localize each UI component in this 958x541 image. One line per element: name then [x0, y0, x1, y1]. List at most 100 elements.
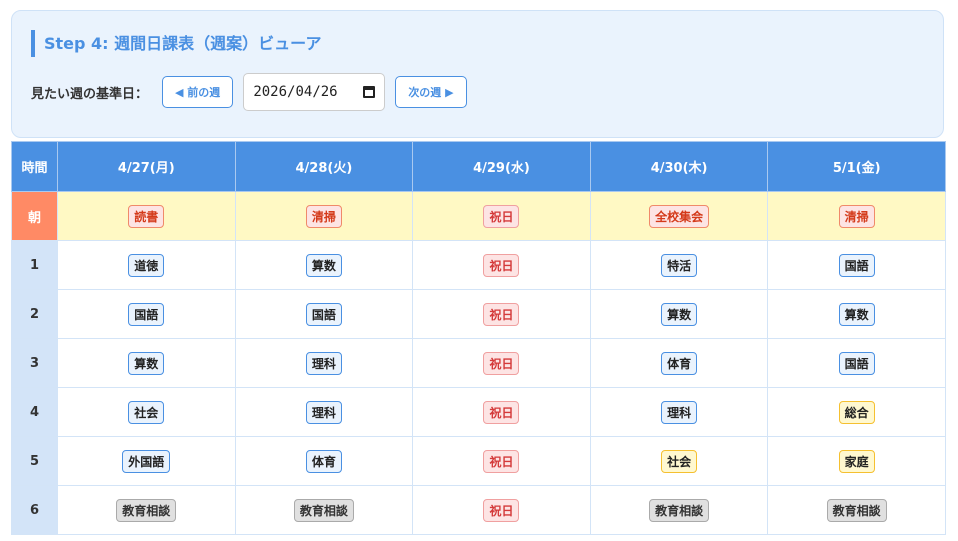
prev-week-button[interactable]: ◀ 前の週 — [162, 76, 234, 108]
subject-tag[interactable]: 祝日 — [483, 449, 520, 473]
weekly-timetable: 時間 4/27(月) 4/28(火) 4/29(水) 4/30(木) 5/1(金) 朝 読… — [11, 141, 946, 535]
subject-tag[interactable]: 国語 — [128, 302, 165, 326]
subject-tag[interactable]: 祝日 — [483, 253, 520, 277]
timetable-cell: 教育相談 — [234, 485, 414, 535]
day-header: 4/30(木) — [589, 141, 769, 192]
subject-tag[interactable]: 外国語 — [122, 449, 171, 473]
timetable-cell: 総合 — [767, 387, 946, 437]
subject-tag[interactable]: 教育相談 — [826, 498, 887, 522]
period-label: 1 — [11, 240, 58, 290]
subject-tag[interactable]: 祝日 — [483, 302, 520, 326]
table-row: 5 外国語 体育 祝日 社会 家庭 — [11, 436, 946, 486]
subject-tag[interactable]: 道徳 — [128, 253, 165, 277]
period-label: 2 — [11, 289, 58, 339]
timetable-cell: 国語 — [234, 289, 414, 339]
table-row: 2 国語 国語 祝日 算数 算数 — [11, 289, 946, 339]
period-label: 朝 — [11, 191, 58, 241]
subject-tag[interactable]: 国語 — [838, 351, 875, 375]
subject-tag[interactable]: 読書 — [128, 204, 165, 228]
subject-tag[interactable]: 清掃 — [838, 204, 875, 228]
timetable-cell: 社会 — [589, 436, 769, 486]
subject-tag[interactable]: 理科 — [305, 351, 342, 375]
period-label: 5 — [11, 436, 58, 486]
subject-tag[interactable]: 祝日 — [483, 351, 520, 375]
timetable-cell: 算数 — [767, 289, 946, 339]
timetable-cell: 祝日 — [412, 338, 591, 388]
subject-tag[interactable]: 算数 — [128, 351, 165, 375]
timetable-cell: 体育 — [589, 338, 769, 388]
table-row: 1 道徳 算数 祝日 特活 国語 — [11, 240, 946, 290]
control-panel: Step 4: 週間日課表（週案）ビューア 見たい週の基準日： ◀ 前の週 20… — [11, 10, 944, 138]
subject-tag[interactable]: 清掃 — [305, 204, 342, 228]
date-label: 見たい週の基準日： — [31, 86, 149, 102]
timetable-cell: 算数 — [589, 289, 769, 339]
timetable-cell: 理科 — [234, 338, 414, 388]
timetable-cell: 算数 — [57, 338, 236, 388]
day-header: 4/29(水) — [412, 141, 591, 192]
timetable-cell: 国語 — [767, 338, 946, 388]
table-row: 3 算数 理科 祝日 体育 国語 — [11, 338, 946, 388]
subject-tag[interactable]: 社会 — [661, 449, 698, 473]
subject-tag[interactable]: 祝日 — [483, 498, 520, 522]
timetable-cell: 祝日 — [412, 387, 591, 437]
timetable-cell: 祝日 — [412, 289, 591, 339]
subject-tag[interactable]: 祝日 — [483, 400, 520, 424]
timetable-cell: 祝日 — [412, 485, 591, 535]
subject-tag[interactable]: 体育 — [661, 351, 698, 375]
timetable-cell: 特活 — [589, 240, 769, 290]
timetable-cell: 教育相談 — [57, 485, 236, 535]
timetable-cell: 祝日 — [412, 191, 591, 241]
timetable-cell: 祝日 — [412, 436, 591, 486]
subject-tag[interactable]: 理科 — [661, 400, 698, 424]
day-header: 4/28(火) — [234, 141, 414, 192]
timetable-cell: 体育 — [234, 436, 414, 486]
subject-tag[interactable]: 算数 — [838, 302, 875, 326]
subject-tag[interactable]: 国語 — [305, 302, 342, 326]
timetable-cell: 外国語 — [57, 436, 236, 486]
subject-tag[interactable]: 家庭 — [838, 449, 875, 473]
timetable-cell: 全校集会 — [589, 191, 769, 241]
page-title: Step 4: 週間日課表（週案）ビューア — [31, 30, 322, 57]
timetable-cell: 道徳 — [57, 240, 236, 290]
timetable-cell: 教育相談 — [589, 485, 769, 535]
table-row: 4 社会 理科 祝日 理科 総合 — [11, 387, 946, 437]
date-input[interactable]: 2026/04/26 — [243, 73, 386, 111]
timetable-cell: 教育相談 — [767, 485, 946, 535]
table-row: 朝 読書 清掃 祝日 全校集会 清掃 — [11, 191, 946, 241]
subject-tag[interactable]: 国語 — [838, 253, 875, 277]
subject-tag[interactable]: 総合 — [838, 400, 875, 424]
timetable-cell: 読書 — [57, 191, 236, 241]
calendar-icon[interactable] — [363, 86, 376, 98]
timetable-cell: 社会 — [57, 387, 236, 437]
timetable-cell: 清掃 — [767, 191, 946, 241]
timetable-cell: 国語 — [767, 240, 946, 290]
time-header: 時間 — [11, 141, 58, 192]
timetable-cell: 清掃 — [234, 191, 414, 241]
timetable-cell: 祝日 — [412, 240, 591, 290]
timetable-cell: 理科 — [234, 387, 414, 437]
date-value: 2026/04/26 — [253, 84, 338, 100]
timetable-cell: 理科 — [589, 387, 769, 437]
table-row: 6 教育相談 教育相談 祝日 教育相談 教育相談 — [11, 485, 946, 535]
subject-tag[interactable]: 算数 — [305, 253, 342, 277]
timetable-cell: 算数 — [234, 240, 414, 290]
timetable-cell: 国語 — [57, 289, 236, 339]
subject-tag[interactable]: 教育相談 — [649, 498, 710, 522]
subject-tag[interactable]: 特活 — [661, 253, 698, 277]
day-header: 5/1(金) — [767, 141, 946, 192]
subject-tag[interactable]: 教育相談 — [293, 498, 354, 522]
subject-tag[interactable]: 体育 — [305, 449, 342, 473]
subject-tag[interactable]: 教育相談 — [116, 498, 177, 522]
timetable-cell: 家庭 — [767, 436, 946, 486]
next-week-button[interactable]: 次の週 ▶ — [395, 76, 467, 108]
period-label: 6 — [11, 485, 58, 535]
week-controls: 見たい週の基準日： ◀ 前の週 2026/04/26 次の週 ▶ — [31, 73, 467, 111]
subject-tag[interactable]: 理科 — [305, 400, 342, 424]
period-label: 3 — [11, 338, 58, 388]
subject-tag[interactable]: 全校集会 — [649, 204, 710, 228]
day-header: 4/27(月) — [57, 141, 236, 192]
subject-tag[interactable]: 算数 — [661, 302, 698, 326]
period-label: 4 — [11, 387, 58, 437]
subject-tag[interactable]: 祝日 — [483, 204, 520, 228]
subject-tag[interactable]: 社会 — [128, 400, 165, 424]
